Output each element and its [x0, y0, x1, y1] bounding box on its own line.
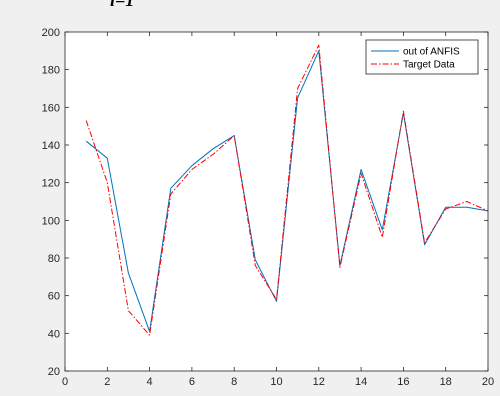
y-tick-label: 80	[48, 253, 60, 265]
y-tick-label: 180	[42, 65, 60, 77]
y-tick-label: 160	[42, 102, 60, 114]
series-line-target-data	[85, 44, 489, 336]
legend-label: Target Data	[403, 60, 455, 71]
y-tick-label: 60	[48, 291, 60, 303]
y-tick-label: 120	[42, 178, 60, 190]
x-tick-label: 8	[231, 376, 237, 388]
y-tick-label: 20	[48, 366, 60, 378]
x-tick-label: 12	[313, 376, 325, 388]
series-line-anfis-output	[85, 50, 489, 332]
plot-area	[65, 32, 488, 371]
legend-box	[365, 39, 479, 75]
y-tick-label: 140	[42, 140, 60, 152]
x-tick-label: 0	[62, 376, 68, 388]
cropped-header-text: i=1	[110, 0, 135, 10]
x-tick-label: 14	[355, 376, 367, 388]
x-tick-label: 18	[440, 376, 452, 388]
x-tick-label: 10	[270, 376, 282, 388]
y-tick-label: 100	[42, 215, 60, 227]
y-tick-label: 40	[48, 328, 60, 340]
y-tick-label: 200	[42, 27, 60, 39]
x-tick-label: 6	[189, 376, 195, 388]
x-tick-label: 20	[482, 376, 494, 388]
legend: out of ANFIS Target Data	[365, 39, 479, 75]
x-tick-label: 2	[104, 376, 110, 388]
legend-label: out of ANFIS	[403, 47, 460, 58]
axis-ticks: 0 2 4 6 8 10 12 14 16 18 20 20 40 60 80 100 120 140 160 180…	[42, 27, 494, 388]
x-tick-label: 4	[147, 376, 153, 388]
series-layer	[85, 44, 489, 336]
x-tick-label: 16	[397, 376, 409, 388]
